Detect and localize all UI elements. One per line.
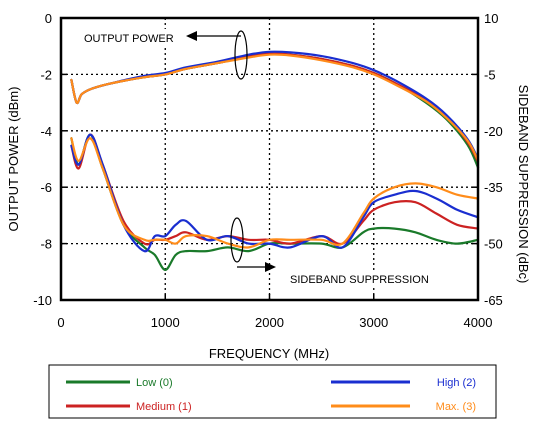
y-tick-label-right: -35 bbox=[484, 180, 503, 195]
series-line-output-power-medium-1 bbox=[70, 52, 480, 163]
y-tick-label-left: -10 bbox=[33, 293, 52, 308]
y-tick-label-right: 10 bbox=[484, 11, 498, 26]
legend-label: Max. (3) bbox=[436, 401, 476, 413]
y-axis-label-right: SIDEBAND SUPPRESSION (dBc) bbox=[516, 85, 531, 284]
y-tick-label-left: -4 bbox=[40, 124, 52, 139]
y-tick-label-right: -5 bbox=[484, 67, 496, 82]
output-power-label: OUTPUT POWER bbox=[84, 33, 174, 45]
x-tick-label: 1000 bbox=[151, 315, 180, 330]
grid bbox=[61, 18, 478, 300]
series-line-output-power-high-2 bbox=[70, 50, 480, 161]
series-line-output-power-max-3 bbox=[70, 53, 480, 162]
series-line-output-power-low-0 bbox=[70, 52, 480, 169]
legend-items: Low (0) Medium (1) High (2) Max. (3) bbox=[66, 377, 476, 413]
y-tick-label-right: -20 bbox=[484, 124, 503, 139]
y-tick-label-right: -50 bbox=[484, 237, 503, 252]
y-axis-label-left: OUTPUT POWER (dBm) bbox=[6, 87, 21, 232]
series-lines bbox=[70, 50, 480, 271]
y-tick-label-left: -2 bbox=[40, 67, 52, 82]
tick-marks bbox=[60, 17, 479, 301]
series-line-sideband-suppression-medium-1 bbox=[70, 133, 480, 246]
x-tick-label: 0 bbox=[57, 315, 64, 330]
legend-label: Low (0) bbox=[136, 377, 173, 389]
legend-label: High (2) bbox=[437, 377, 476, 389]
y-tick-label-left: 0 bbox=[45, 11, 52, 26]
legend-label: Medium (1) bbox=[136, 401, 192, 413]
x-tick-label: 4000 bbox=[464, 315, 493, 330]
series-line-sideband-suppression-max-3 bbox=[70, 137, 480, 249]
y-tick-label-left: -6 bbox=[40, 180, 52, 195]
sideband-suppression-label: SIDEBAND SUPPRESSION bbox=[290, 274, 429, 286]
x-axis-label: FREQUENCY (MHz) bbox=[209, 346, 329, 361]
y-tick-label-left: -8 bbox=[40, 237, 52, 252]
legend: Low (0) Medium (1) High (2) Max. (3) bbox=[48, 364, 497, 419]
x-tick-label: 2000 bbox=[255, 315, 284, 330]
x-tick-label: 3000 bbox=[359, 315, 388, 330]
output-power-annotation: OUTPUT POWER bbox=[80, 29, 248, 80]
sideband-suppression-annotation: SIDEBAND SUPPRESSION bbox=[230, 217, 457, 287]
y-tick-label-right: -65 bbox=[484, 293, 503, 308]
tick-labels: 0 1000 2000 3000 4000 0 -2 -4 -6 -8 -10 10 -5 -20 -35 -… bbox=[33, 11, 503, 330]
